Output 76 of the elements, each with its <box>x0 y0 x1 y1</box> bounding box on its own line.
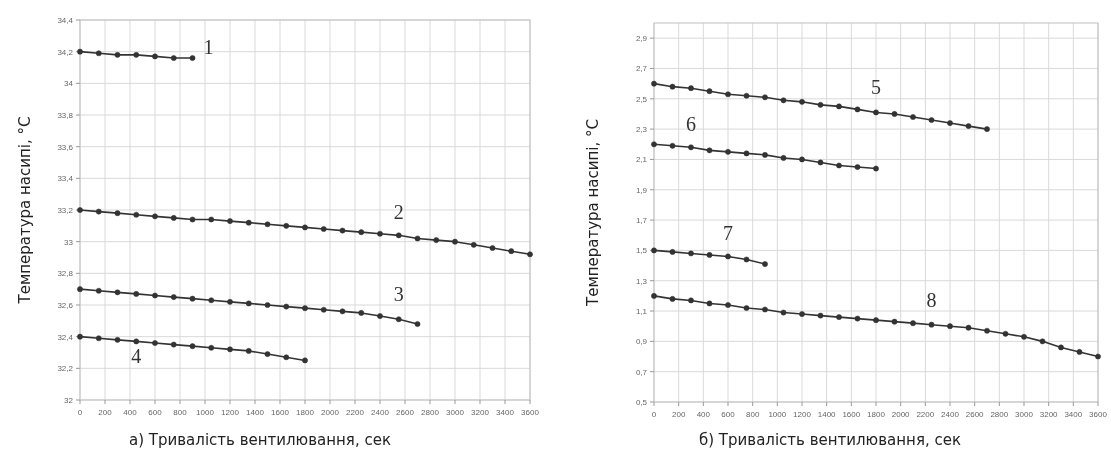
y-tick-label: 34,2 <box>57 47 74 57</box>
x-tick-label: 3600 <box>1089 410 1108 419</box>
y-tick-label: 34,4 <box>57 16 74 25</box>
y-tick-label: 1,3 <box>635 276 648 286</box>
x-tick-label: 2000 <box>891 410 911 419</box>
series-label: 5 <box>871 76 881 99</box>
x-tick-label: 3400 <box>496 408 515 417</box>
y-tick-label: 32 <box>64 396 74 405</box>
x-tick-label: 2000 <box>321 408 340 417</box>
series-label: 3 <box>393 283 404 306</box>
x-tick-label: 2600 <box>396 408 415 417</box>
x-tick-label: 400 <box>696 410 711 419</box>
y-axis-title: Температура насипі, °C <box>16 116 34 305</box>
x-tick-label: 1800 <box>867 410 886 419</box>
y-axis-title: Температура насипі, °C <box>584 118 602 308</box>
x-tick-label: 200 <box>671 410 686 419</box>
x-tick-label: 1800 <box>296 408 315 417</box>
x-tick-label: 1200 <box>793 410 812 419</box>
series-label: 2 <box>393 201 404 224</box>
y-tick-label: 1,5 <box>635 246 648 256</box>
x-tick-label: 200 <box>98 408 113 417</box>
x-tick-label: 2200 <box>916 410 935 419</box>
y-tick-label: 32,8 <box>57 269 74 279</box>
x-tick-label: 400 <box>123 408 138 417</box>
y-tick-label: 32,4 <box>57 332 74 342</box>
y-tick-label: 32,6 <box>57 301 74 310</box>
x-tick-label: 600 <box>148 408 163 417</box>
series-label: 7 <box>723 222 733 245</box>
x-tick-label: 3600 <box>521 408 540 417</box>
y-tick-label: 33,4 <box>57 174 74 184</box>
y-tick-label: 1,1 <box>635 307 648 317</box>
x-tick-label: 1600 <box>842 410 861 419</box>
y-tick-label: 33,2 <box>57 206 74 215</box>
y-tick-label: 33,6 <box>57 142 74 152</box>
x-tick-label: 1000 <box>768 410 787 419</box>
x-tick-label: 800 <box>745 410 760 419</box>
x-tick-label: 3400 <box>1064 410 1083 419</box>
x-tick-label: 1200 <box>221 408 240 417</box>
y-tick-label: 0,7 <box>635 367 648 377</box>
y-tick-label: 2,7 <box>635 64 648 74</box>
x-tick-label: 0 <box>651 410 657 419</box>
x-tick-label: 2800 <box>990 410 1009 419</box>
x-tick-label: 2600 <box>965 410 985 419</box>
x-axis-title: а) Тривалість вентилювання, сек <box>129 431 391 449</box>
y-tick-label: 2,3 <box>635 125 648 135</box>
y-tick-label: 1,7 <box>635 216 648 226</box>
x-tick-label: 3200 <box>471 408 490 417</box>
series-label: 4 <box>131 345 142 368</box>
y-tick-label: 1,9 <box>635 185 648 195</box>
x-axis-title: б) Тривалість вентилювання, сек <box>698 431 962 449</box>
y-tick-label: 2,5 <box>635 94 648 104</box>
series-label: 1 <box>203 36 214 58</box>
y-tick-label: 34 <box>64 79 74 89</box>
y-tick-label: 0,9 <box>635 337 648 347</box>
y-tick-label: 0,5 <box>635 398 648 407</box>
y-tick-label: 33 <box>64 237 74 247</box>
x-tick-label: 800 <box>173 408 188 417</box>
y-tick-label: 2,9 <box>635 34 648 44</box>
x-tick-label: 2800 <box>421 408 440 417</box>
x-tick-label: 1400 <box>246 408 265 417</box>
x-tick-label: 3000 <box>1015 410 1034 419</box>
x-tick-label: 2400 <box>941 410 960 419</box>
y-tick-label: 2,1 <box>635 155 648 165</box>
series-label: 8 <box>926 288 937 311</box>
x-tick-label: 1000 <box>196 408 215 417</box>
x-tick-label: 2400 <box>371 408 390 417</box>
x-tick-label: 3000 <box>446 408 465 417</box>
x-tick-label: 600 <box>721 410 736 419</box>
x-tick-label: 1400 <box>817 410 837 419</box>
series-label: 6 <box>686 113 696 136</box>
y-tick-label: 33,8 <box>57 111 74 120</box>
x-tick-label: 1600 <box>271 408 290 417</box>
x-tick-label: 3200 <box>1039 410 1059 419</box>
y-tick-label: 32,2 <box>57 364 74 374</box>
x-tick-label: 0 <box>77 408 83 417</box>
x-tick-label: 2200 <box>346 408 365 417</box>
